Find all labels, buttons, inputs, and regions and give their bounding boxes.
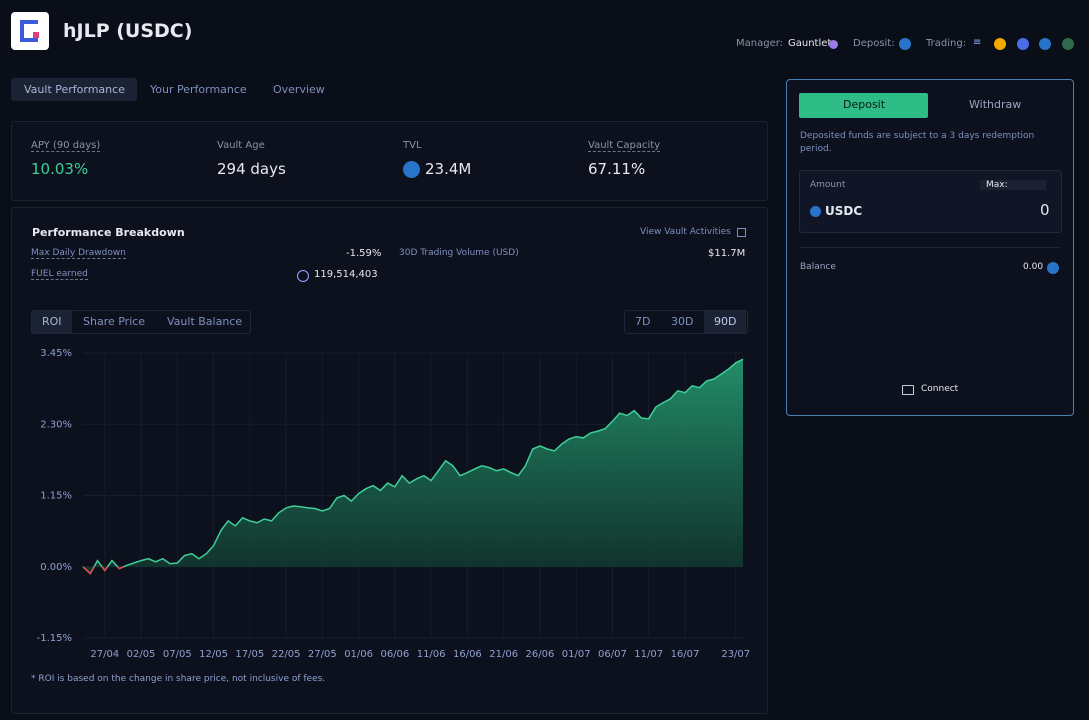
- manager[interactable]: Gauntlet: [788, 38, 832, 49]
- amount-input[interactable]: 0: [1040, 201, 1050, 219]
- stat-label: Vault Age: [217, 140, 265, 151]
- stat-value: 67.11%: [588, 160, 646, 178]
- breakdown-label: FUEL earned: [31, 269, 88, 280]
- token[interactable]: USDC: [825, 204, 863, 218]
- usdc-icon: [810, 206, 821, 217]
- chart-tab[interactable]: Vault Balance: [167, 315, 243, 328]
- chart-tab[interactable]: ROI: [42, 315, 62, 328]
- fuel-icon: [297, 270, 309, 282]
- chart-tab-active[interactable]: [32, 311, 72, 333]
- token-icon: [1062, 38, 1074, 50]
- range-tab[interactable]: 30D: [671, 315, 694, 328]
- stat-label: TVL: [403, 140, 422, 151]
- breakdown-value: -1.59%: [346, 248, 382, 259]
- tab[interactable]: Your Performance: [150, 83, 247, 96]
- usdc-icon: [1039, 38, 1051, 50]
- breakdown-value: 119,514,403: [314, 269, 378, 280]
- chart-tab-group: [31, 310, 251, 334]
- sol-icon: ≡: [973, 37, 982, 48]
- amount-label: Amount: [810, 180, 846, 190]
- performance-panel: [11, 207, 768, 714]
- range-tab[interactable]: 7D: [635, 315, 651, 328]
- stat-value: 10.03%: [31, 160, 89, 178]
- trading-label: Trading:: [926, 38, 967, 49]
- tab-active[interactable]: [11, 78, 137, 101]
- range-tab-group: [624, 310, 748, 334]
- range-tab[interactable]: 90D: [714, 315, 737, 328]
- badge-icon: [829, 40, 838, 49]
- stat-value: 23.4M: [425, 160, 472, 178]
- usdc-icon: [899, 38, 911, 50]
- balance-label: Balance: [800, 262, 836, 272]
- range-tab-active[interactable]: [704, 311, 746, 333]
- divider: [799, 247, 1060, 248]
- stats-panel: [11, 121, 768, 201]
- deposit-tab[interactable]: [799, 93, 928, 118]
- wallet-icon[interactable]: [902, 385, 914, 395]
- breakdown-label: 30D Trading Volume (USD): [399, 248, 519, 258]
- chart-tab[interactable]: Share Price: [83, 315, 146, 328]
- usdc-icon: [1047, 262, 1059, 274]
- balance-value: 0.00: [1023, 262, 1044, 272]
- deposit-label: Deposit:: [853, 38, 895, 49]
- connect-button[interactable]: Connect: [921, 384, 959, 394]
- tab[interactable]: Overview: [273, 83, 325, 96]
- btc-icon: [994, 38, 1006, 50]
- stat-label: APY (90 days): [31, 140, 101, 152]
- manager-label: Manager:: [736, 38, 784, 49]
- activities-link[interactable]: View Vault Activities: [640, 227, 731, 237]
- stat-label: Vault Capacity: [588, 140, 661, 152]
- deposit-tab-label[interactable]: Deposit: [843, 98, 886, 111]
- footnote: * ROI is based on the change in share pr…: [31, 674, 326, 684]
- max-label[interactable]: Max:: [980, 180, 1046, 190]
- breakdown-value: $11.7M: [708, 248, 746, 259]
- stat-value: 294 days: [217, 160, 286, 178]
- eth-icon: [1017, 38, 1029, 50]
- withdraw-tab[interactable]: Withdraw: [969, 98, 1022, 111]
- logo: [11, 12, 49, 50]
- tab[interactable]: Vault Performance: [24, 83, 125, 96]
- external-icon[interactable]: [737, 228, 746, 237]
- redemption-note: Deposited funds are subject to a 3 days …: [800, 131, 1035, 154]
- usdc-icon: [403, 161, 420, 178]
- vault-title: hJLP (USDC): [63, 20, 193, 42]
- breakdown-title: Performance Breakdown: [32, 226, 185, 239]
- breakdown-label: Max Daily Drawdown: [31, 248, 126, 259]
